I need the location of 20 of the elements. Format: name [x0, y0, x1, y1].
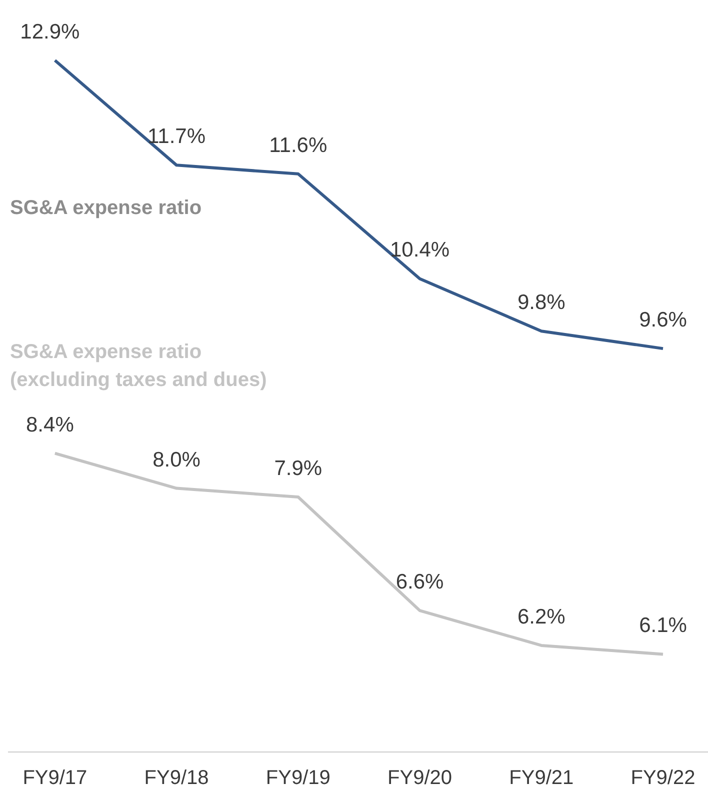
data-label: 11.6% — [269, 134, 328, 157]
data-label: 6.6% — [396, 570, 444, 594]
data-label: 9.6% — [639, 308, 687, 332]
data-label: 12.9% — [20, 20, 80, 44]
series-label: SG&A expense ratio — [10, 196, 202, 221]
data-label: 11.7% — [148, 125, 206, 148]
data-label: 6.1% — [639, 614, 687, 638]
data-label: 8.4% — [26, 413, 74, 436]
x-tick-label: FY9/17 — [22, 767, 88, 790]
data-label: 9.8% — [517, 291, 566, 314]
x-tick-label: FY9/18 — [144, 767, 209, 790]
x-tick-label: FY9/19 — [266, 767, 330, 790]
x-tick-label: FY9/21 — [509, 767, 574, 790]
x-tick-label: FY9/20 — [388, 767, 452, 790]
text: SG&A expense ratio (excluding taxes and dues) — [10, 340, 267, 393]
data-label: 10.4% — [390, 238, 450, 262]
data-label: 7.9% — [274, 457, 322, 480]
data-label: 6.2% — [517, 605, 566, 628]
x-tick-label: FY9/22 — [630, 767, 696, 790]
data-label: 8.0% — [152, 448, 200, 472]
